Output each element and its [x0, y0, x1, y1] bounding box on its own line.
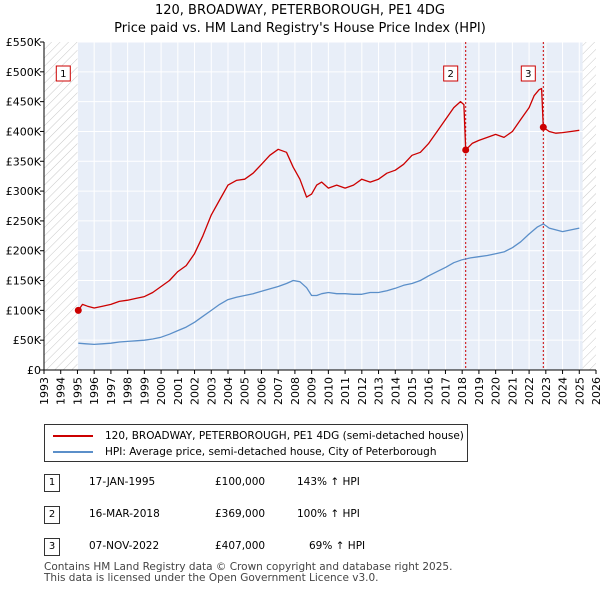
x-tick-label: 2002 [189, 377, 202, 405]
x-tick-label: 2020 [490, 377, 503, 405]
transaction-hpi: 69% ↑ HPI [309, 540, 366, 552]
x-tick-label: 2009 [306, 377, 319, 405]
x-tick-label: 2025 [573, 377, 586, 405]
sale-marker-label: 2 [448, 69, 454, 80]
legend-swatch-blue [53, 451, 93, 453]
transaction-date: 07-NOV-2022 [89, 540, 160, 552]
y-tick-label: £450K [6, 96, 42, 109]
legend-item-hpi: HPI: Average price, semi-detached house,… [53, 444, 437, 460]
x-tick-label: 2011 [339, 377, 352, 405]
y-tick-label: £350K [6, 155, 42, 168]
transaction-hpi: 143% ↑ HPI [297, 476, 360, 488]
x-tick-label: 1998 [122, 377, 135, 405]
x-tick-label: 2018 [456, 377, 469, 405]
x-tick-label: 1994 [55, 377, 68, 405]
chart-subtitle: Price paid vs. HM Land Registry's House … [114, 21, 486, 36]
y-tick-label: £50K [13, 334, 42, 347]
sale-marker-label: 3 [525, 69, 531, 80]
x-tick-label: 2008 [289, 377, 302, 405]
y-tick-label: £250K [6, 215, 42, 228]
x-tick-label: 2015 [406, 377, 419, 405]
transaction-number: 2 [44, 506, 60, 524]
legend-item-property: 120, BROADWAY, PETERBOROUGH, PE1 4DG (se… [53, 428, 464, 444]
transaction-price: £369,000 [215, 508, 266, 520]
y-tick-label: £400K [6, 125, 42, 138]
chart-title: 120, BROADWAY, PETERBOROUGH, PE1 4DG [154, 3, 446, 18]
x-tick-label: 1995 [71, 377, 84, 405]
transaction-row: 1 17-JAN-1995 £100,000 143% ↑ HPI [44, 474, 444, 492]
y-tick-label: £300K [6, 185, 42, 198]
transaction-number: 1 [44, 474, 60, 492]
x-tick-label: 2004 [222, 377, 235, 405]
chart-legend: 120, BROADWAY, PETERBOROUGH, PE1 4DG (se… [44, 424, 468, 462]
x-tick-label: 2005 [239, 377, 252, 405]
x-tick-label: 1997 [105, 377, 118, 405]
x-tick-label: 2012 [356, 377, 369, 405]
sale-marker-box [55, 65, 71, 82]
sale-marker-box [520, 65, 536, 82]
transaction-date: 17-JAN-1995 [89, 476, 156, 488]
transaction-row: 3 07-NOV-2022 £407,000 69% ↑ HPI [44, 538, 444, 556]
x-tick-label: 2023 [540, 377, 553, 405]
x-tick-label: 1996 [88, 377, 101, 405]
sale-point [462, 146, 470, 154]
legend-swatch-red [53, 435, 93, 437]
transaction-price: £100,000 [215, 476, 266, 488]
x-tick-label: 2007 [272, 377, 285, 405]
sale-point [539, 123, 547, 131]
x-tick-label: 2026 [590, 377, 600, 405]
y-tick-label: £150K [6, 275, 42, 288]
plot-area [44, 42, 596, 370]
x-tick-label: 2024 [557, 377, 570, 405]
x-tick-label: 2017 [439, 377, 452, 405]
x-tick-label: 2016 [423, 377, 436, 405]
y-tick-label: £200K [6, 245, 42, 258]
footer-copyright: Contains HM Land Registry data © Crown c… [44, 561, 453, 573]
x-tick-label: 2021 [506, 377, 519, 405]
x-tick-label: 1999 [138, 377, 151, 405]
transaction-row: 2 16-MAR-2018 £369,000 100% ↑ HPI [44, 506, 444, 524]
x-tick-label: 2000 [155, 377, 168, 405]
sale-point [74, 306, 82, 314]
footer-licence: This data is licensed under the Open Gov… [44, 572, 379, 584]
legend-label-hpi: HPI: Average price, semi-detached house,… [105, 446, 437, 458]
x-tick-label: 2013 [373, 377, 386, 405]
y-tick-label: £100K [6, 304, 42, 317]
transaction-price: £407,000 [215, 540, 266, 552]
hatched-region-left [44, 42, 78, 370]
x-tick-label: 2022 [523, 377, 536, 405]
y-tick-label: £550K [6, 36, 42, 49]
transaction-number: 3 [44, 538, 60, 556]
x-tick-label: 2010 [322, 377, 335, 405]
x-tick-label: 2003 [205, 377, 218, 405]
hatched-region-right [582, 42, 596, 370]
series-line [77, 87, 580, 311]
sale-marker-label: 1 [60, 69, 66, 80]
legend-label-property: 120, BROADWAY, PETERBOROUGH, PE1 4DG (se… [105, 430, 464, 442]
transaction-hpi: 100% ↑ HPI [297, 508, 360, 520]
x-tick-label: 2006 [255, 377, 268, 405]
series-line [78, 223, 580, 346]
y-tick-label: £500K [6, 66, 42, 79]
y-tick-label: £0 [27, 364, 41, 377]
transaction-date: 16-MAR-2018 [89, 508, 160, 520]
x-tick-label: 1993 [38, 377, 51, 405]
x-tick-label: 2014 [389, 377, 402, 405]
price-chart: 1 2 3 £0 £50K £100K £150K £200K £250K £300K £350K… [6, 36, 600, 405]
sale-marker-box [443, 65, 459, 82]
x-tick-label: 2019 [473, 377, 486, 405]
x-tick-label: 2001 [172, 377, 185, 405]
